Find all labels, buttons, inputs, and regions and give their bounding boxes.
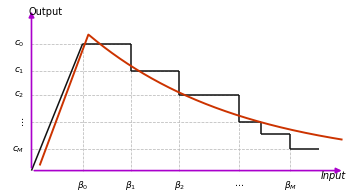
Text: $\beta_0$: $\beta_0$ [77,179,88,192]
Text: $c_0$: $c_0$ [14,38,24,49]
Text: Input: Input [320,171,346,181]
Text: $c_1$: $c_1$ [14,65,24,76]
Text: $\cdots$: $\cdots$ [234,179,244,188]
Text: Output: Output [29,7,63,17]
Text: $\vdots$: $\vdots$ [18,116,24,128]
Text: $c_M$: $c_M$ [12,144,24,155]
Text: $\beta_M$: $\beta_M$ [284,179,297,192]
Text: $\beta_2$: $\beta_2$ [174,179,185,192]
Text: $\beta_1$: $\beta_1$ [125,179,137,192]
Text: $c_2$: $c_2$ [14,90,24,100]
